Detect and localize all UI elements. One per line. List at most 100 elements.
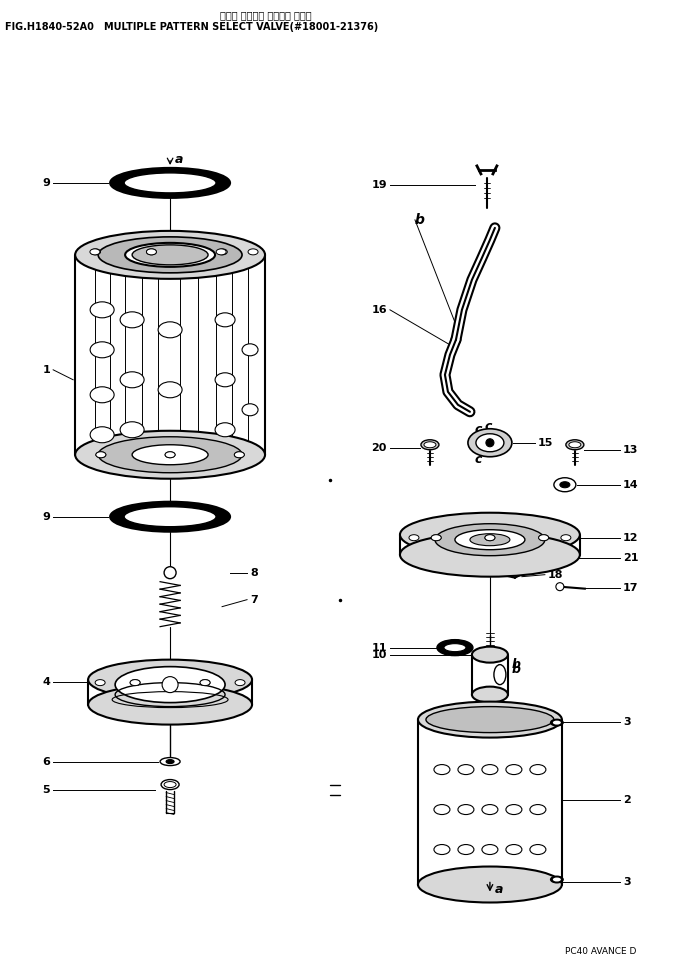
Ellipse shape: [426, 707, 554, 733]
Ellipse shape: [470, 534, 510, 546]
Text: 19: 19: [371, 180, 387, 190]
Ellipse shape: [120, 422, 144, 437]
Ellipse shape: [215, 423, 235, 436]
Ellipse shape: [530, 805, 546, 814]
Ellipse shape: [124, 506, 216, 526]
Ellipse shape: [539, 535, 549, 541]
Ellipse shape: [147, 249, 156, 255]
Text: PC40 AVANCE D: PC40 AVANCE D: [565, 947, 636, 956]
Ellipse shape: [400, 513, 580, 556]
Ellipse shape: [458, 805, 474, 814]
Ellipse shape: [424, 442, 436, 448]
Ellipse shape: [75, 231, 265, 279]
Ellipse shape: [506, 845, 522, 854]
Ellipse shape: [91, 249, 101, 255]
Ellipse shape: [434, 764, 450, 775]
Ellipse shape: [165, 452, 175, 457]
Circle shape: [556, 583, 564, 591]
Ellipse shape: [455, 529, 525, 550]
Ellipse shape: [506, 805, 522, 814]
Ellipse shape: [90, 427, 114, 443]
Ellipse shape: [200, 680, 210, 686]
Ellipse shape: [160, 758, 180, 765]
Text: a: a: [495, 883, 504, 896]
Ellipse shape: [96, 452, 106, 457]
Ellipse shape: [400, 532, 580, 576]
Ellipse shape: [90, 386, 114, 403]
Circle shape: [164, 567, 176, 578]
Circle shape: [486, 439, 494, 447]
Ellipse shape: [98, 237, 242, 273]
Ellipse shape: [566, 440, 584, 450]
Ellipse shape: [200, 680, 210, 686]
Text: 21: 21: [623, 552, 638, 563]
Ellipse shape: [165, 452, 175, 457]
Ellipse shape: [120, 312, 144, 328]
Ellipse shape: [434, 805, 450, 814]
Ellipse shape: [434, 845, 450, 854]
Text: 11: 11: [372, 643, 387, 653]
Ellipse shape: [132, 245, 208, 265]
Text: 3: 3: [623, 877, 631, 886]
Text: 6: 6: [43, 757, 50, 766]
Ellipse shape: [431, 535, 441, 541]
Ellipse shape: [569, 442, 581, 448]
Ellipse shape: [458, 845, 474, 854]
Text: 10: 10: [372, 649, 387, 660]
Text: 18: 18: [548, 570, 563, 579]
Ellipse shape: [235, 452, 244, 457]
Ellipse shape: [88, 660, 252, 700]
Text: a: a: [175, 153, 183, 167]
Ellipse shape: [409, 535, 419, 541]
Ellipse shape: [530, 845, 546, 854]
Ellipse shape: [125, 243, 215, 267]
Ellipse shape: [90, 341, 114, 358]
Text: 13: 13: [623, 445, 638, 455]
Ellipse shape: [215, 313, 235, 327]
Ellipse shape: [418, 702, 562, 737]
Text: b: b: [415, 213, 425, 227]
Ellipse shape: [235, 452, 244, 457]
Ellipse shape: [217, 249, 227, 255]
Ellipse shape: [553, 877, 561, 881]
Ellipse shape: [158, 322, 182, 338]
Text: 9: 9: [43, 178, 50, 188]
Text: 7: 7: [250, 595, 258, 605]
Ellipse shape: [550, 718, 564, 727]
Ellipse shape: [158, 382, 182, 398]
Text: 1: 1: [43, 364, 50, 375]
Ellipse shape: [485, 535, 495, 541]
Text: 5: 5: [43, 784, 50, 795]
Text: 12: 12: [623, 532, 638, 543]
Text: 9: 9: [43, 512, 50, 522]
Ellipse shape: [110, 502, 230, 531]
Ellipse shape: [561, 535, 571, 541]
Ellipse shape: [431, 535, 441, 541]
Ellipse shape: [435, 524, 545, 555]
Ellipse shape: [242, 404, 258, 416]
Text: c: c: [475, 423, 482, 436]
Ellipse shape: [96, 452, 106, 457]
Ellipse shape: [161, 780, 179, 789]
Text: c: c: [475, 454, 482, 466]
Ellipse shape: [124, 173, 216, 193]
Ellipse shape: [242, 344, 258, 356]
Ellipse shape: [506, 764, 522, 775]
Ellipse shape: [550, 876, 564, 883]
Ellipse shape: [90, 302, 114, 317]
Text: b: b: [512, 658, 521, 671]
Ellipse shape: [437, 640, 473, 656]
Ellipse shape: [248, 249, 258, 255]
Ellipse shape: [482, 764, 498, 775]
Ellipse shape: [472, 646, 508, 663]
Ellipse shape: [472, 687, 508, 703]
Text: FIG.H1840-52A0   MULTIPLE PATTERN SELECT VALVE(#18001-21376): FIG.H1840-52A0 MULTIPLE PATTERN SELECT V…: [5, 22, 379, 32]
Ellipse shape: [88, 685, 252, 725]
Ellipse shape: [166, 760, 174, 763]
Ellipse shape: [216, 249, 226, 255]
Text: 15: 15: [538, 437, 553, 448]
Text: 14: 14: [623, 480, 638, 490]
Text: 3: 3: [623, 716, 631, 727]
Ellipse shape: [235, 680, 245, 686]
Text: 20: 20: [372, 443, 387, 453]
